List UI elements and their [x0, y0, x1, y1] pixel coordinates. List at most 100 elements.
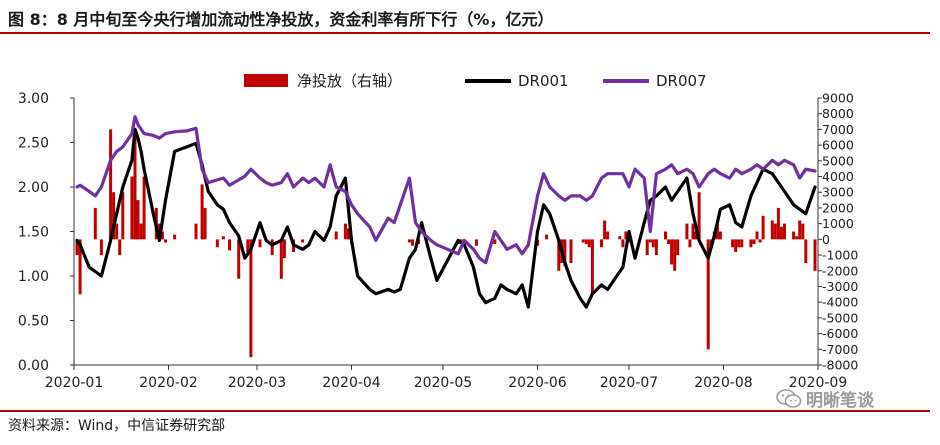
title-divider: [0, 32, 930, 34]
left-tick-label: 3.00: [18, 91, 49, 107]
left-tick-label: 0.00: [18, 358, 49, 374]
bar-net-injection: [645, 239, 649, 256]
x-tick-label: 2020-08: [694, 375, 753, 391]
bar-net-injection: [715, 223, 719, 240]
bar-net-injection: [142, 176, 146, 240]
bar-net-injection: [618, 236, 622, 240]
right-tick-label: 4000: [822, 169, 854, 184]
line-dr007: [75, 115, 817, 265]
bar-net-injection: [648, 239, 652, 243]
x-tick-label: 2020-09: [789, 375, 848, 391]
wechat-icon: [776, 388, 802, 408]
figure-header: 图 8：8 月中旬至今央行增加流动性净投放，资金利率有所下行（%，亿元）: [0, 0, 940, 34]
bar-net-injection: [798, 220, 802, 240]
footer-divider: [0, 410, 930, 412]
right-tick-label: 3000: [822, 185, 854, 200]
bar-net-injection: [651, 239, 655, 248]
bar-net-injection: [279, 239, 283, 279]
x-tick-label: 2020-06: [508, 375, 567, 391]
x-tick-label: 2020-07: [600, 375, 659, 391]
bar-net-injection: [475, 239, 478, 246]
source-note: 资料来源：Wind，中信证券研究部: [8, 418, 226, 434]
left-tick-label: 1.00: [18, 269, 49, 285]
x-tick-label: 2020-03: [228, 375, 287, 391]
bar-net-injection: [173, 234, 177, 240]
bar-net-injection: [563, 239, 567, 267]
rate-lines: [75, 115, 817, 309]
bar-net-injection: [164, 239, 167, 243]
legend-label-dr001: DR001: [518, 72, 569, 90]
left-tick-label: 0.50: [18, 314, 49, 330]
bar-net-injection: [258, 239, 262, 248]
bar-net-injection: [813, 239, 817, 271]
right-tick-label: -5000: [822, 310, 858, 325]
bar-net-injection: [590, 239, 594, 295]
bar-net-injection: [118, 239, 122, 256]
bar-net-injection: [334, 231, 338, 240]
bar-net-injection: [136, 200, 140, 240]
bar-net-injection: [215, 239, 219, 248]
bar-net-injection: [624, 231, 628, 240]
bar-net-injection: [545, 234, 549, 240]
bar-net-injection: [75, 239, 79, 256]
right-tick-label: -7000: [822, 342, 858, 357]
bar-net-injection: [603, 220, 607, 240]
bar-net-injection: [493, 239, 497, 245]
right-tick-label: -1000: [822, 248, 858, 263]
bar-net-injection: [779, 226, 783, 240]
bar-net-injection: [221, 236, 225, 240]
bar-net-injection: [654, 239, 658, 256]
bar-net-injection: [670, 239, 674, 265]
bar-net-injection: [773, 223, 777, 240]
bar-net-injection: [770, 220, 774, 240]
bar-net-injection: [112, 192, 116, 240]
legend-swatch-net-injection: [244, 74, 288, 87]
bar-net-injection: [93, 207, 97, 240]
bar-net-injection: [664, 231, 667, 240]
right-tick-label: 7000: [822, 122, 854, 137]
bar-net-injection: [99, 239, 103, 256]
bar-net-injection: [801, 223, 805, 240]
x-tick-label: 2020-01: [45, 375, 104, 391]
watermark-text: 明晰笔谈: [806, 391, 874, 411]
bar-net-injection: [139, 223, 143, 240]
figure-title: 图 8：8 月中旬至今央行增加流动性净投放，资金利率有所下行（%，亿元）: [8, 10, 554, 29]
right-tick-label: 0: [822, 232, 830, 247]
left-tick-label: 2.50: [18, 136, 49, 152]
bar-net-injection: [115, 223, 119, 240]
bar-net-injection: [237, 239, 241, 279]
right-tick-label: -3000: [822, 279, 858, 294]
bar-net-injection: [228, 239, 231, 251]
bar-net-injection: [587, 239, 591, 248]
right-tick-label: 5000: [822, 153, 854, 168]
right-tick-label: 9000: [822, 91, 854, 106]
bar-net-injection: [697, 192, 701, 240]
bar-net-injection: [792, 231, 796, 240]
legend: 净投放（右轴） DR001 DR007: [244, 72, 707, 90]
bar-net-injection: [783, 223, 786, 240]
bar-net-injection: [718, 231, 722, 240]
bar-net-injection: [411, 239, 414, 246]
legend-label-dr007: DR007: [656, 72, 707, 90]
bar-net-injection: [121, 192, 125, 240]
bar-net-injection: [569, 239, 573, 263]
bar-net-injection: [737, 239, 741, 248]
right-tick-label: 6000: [822, 138, 854, 153]
bar-net-injection: [749, 239, 753, 248]
bar-net-injection: [755, 231, 759, 240]
bar-net-injection: [109, 129, 113, 240]
chart-area: 0.00 0.50 1.00 1.50 2.00 2.50 3.00 -8000 -7000 -6…: [0, 36, 940, 408]
bar-net-injection: [133, 137, 137, 240]
bar-net-injection: [346, 228, 350, 240]
x-tick-label: 2020-04: [322, 375, 381, 391]
bar-net-injection: [203, 207, 207, 240]
bar-net-injection: [740, 239, 744, 248]
bar-net-injection: [734, 239, 738, 252]
bar-net-injection: [761, 215, 765, 240]
bar-net-injection: [600, 239, 603, 248]
bar-net-injection: [795, 236, 799, 240]
bar-net-injection: [691, 223, 695, 240]
bar-net-injection: [200, 184, 204, 240]
left-tick-label: 1.50: [18, 225, 49, 241]
right-tick-label: -2000: [822, 263, 858, 278]
